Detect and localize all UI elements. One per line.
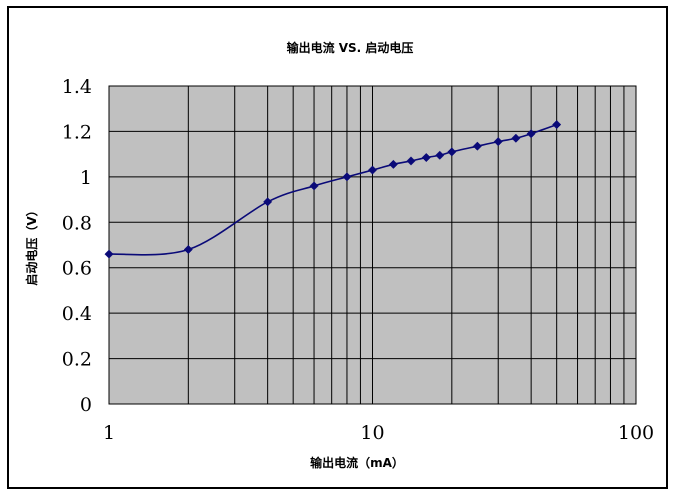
x-axis-title: 输出电流（mA） bbox=[310, 455, 404, 470]
y-tick-label: 1.2 bbox=[62, 121, 92, 143]
data-point-marker bbox=[104, 249, 114, 259]
data-point-marker bbox=[406, 156, 416, 166]
data-point-marker bbox=[263, 197, 273, 207]
data-point-marker bbox=[526, 129, 536, 139]
data-point-marker bbox=[342, 172, 352, 182]
data-point-marker bbox=[511, 133, 521, 143]
data-point-marker bbox=[367, 165, 378, 175]
data-point-marker bbox=[388, 159, 398, 169]
y-axis-ticks: 0 0.2 0.4 0.6 0.8 1 1.2 1.4 bbox=[62, 76, 92, 416]
chart-title: 输出电流 VS. 启动电压 bbox=[287, 40, 414, 55]
x-tick-label: 100 bbox=[618, 422, 654, 444]
data-series bbox=[104, 120, 562, 259]
data-point-marker bbox=[472, 141, 482, 151]
x-axis-ticks: 1 10 100 bbox=[103, 422, 654, 444]
y-tick-label: 0 bbox=[80, 394, 92, 416]
grid-lines bbox=[109, 86, 636, 404]
data-point-marker bbox=[183, 244, 193, 255]
series-line bbox=[108, 123, 557, 256]
y-tick-label: 1 bbox=[80, 167, 92, 189]
data-point-marker bbox=[309, 181, 319, 191]
data-point-marker bbox=[552, 120, 562, 130]
y-axis-title: 启动电压（V） bbox=[24, 204, 39, 285]
data-point-marker bbox=[447, 147, 457, 157]
y-tick-label: 0.6 bbox=[62, 258, 92, 280]
data-point-marker bbox=[435, 150, 445, 160]
data-point-marker bbox=[493, 137, 503, 147]
y-tick-label: 1.4 bbox=[62, 76, 92, 98]
y-tick-label: 0.8 bbox=[62, 212, 92, 234]
x-tick-label: 10 bbox=[360, 422, 384, 444]
y-tick-label: 0.4 bbox=[62, 303, 92, 325]
x-tick-label: 1 bbox=[103, 422, 115, 444]
y-tick-label: 0.2 bbox=[62, 349, 92, 371]
data-point-marker bbox=[421, 152, 431, 163]
